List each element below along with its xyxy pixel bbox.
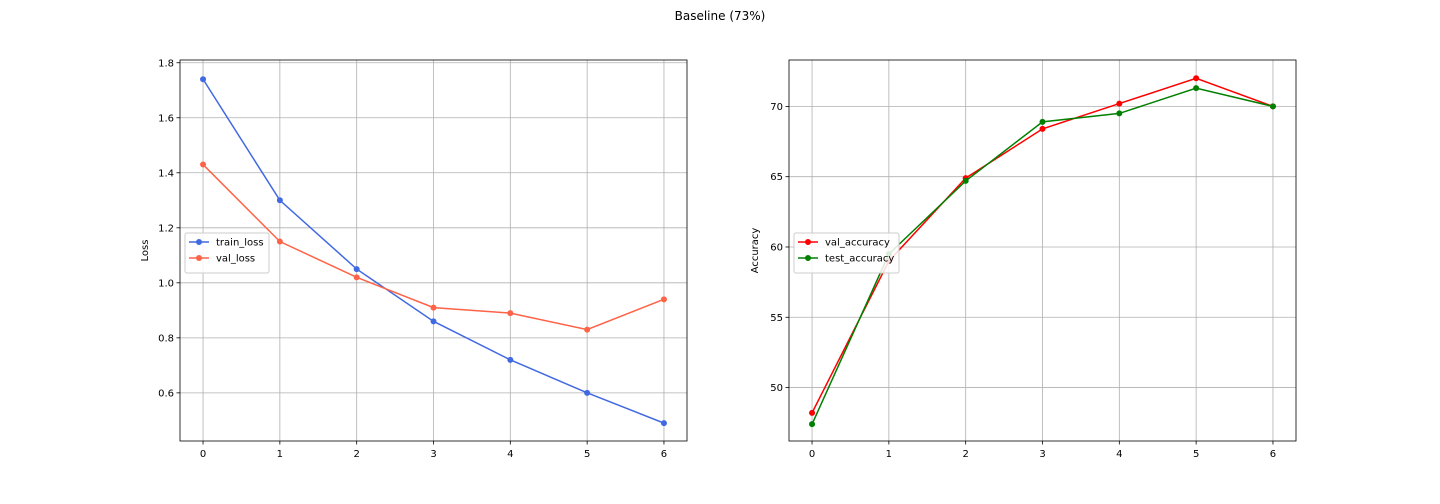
data-point-test_accuracy bbox=[962, 177, 969, 184]
legend-marker-val_accuracy bbox=[805, 239, 811, 245]
y-tick-label: 1.2 bbox=[158, 223, 174, 234]
y-tick-label: 65 bbox=[770, 172, 783, 183]
x-tick-label: 2 bbox=[962, 449, 968, 460]
y-tick-label: 0.8 bbox=[158, 333, 174, 344]
data-point-test_accuracy bbox=[1039, 118, 1046, 125]
legend-label-test_accuracy: test_accuracy bbox=[825, 254, 894, 265]
data-point-test_accuracy bbox=[809, 421, 816, 428]
y-tick-label: 1.6 bbox=[158, 113, 174, 124]
data-point-val_accuracy bbox=[1116, 100, 1123, 107]
data-point-val_loss bbox=[584, 326, 591, 333]
x-tick-label: 3 bbox=[1039, 449, 1045, 460]
plot-frame bbox=[179, 59, 688, 442]
y-tick-label: 55 bbox=[770, 313, 783, 324]
y-tick-label: 1.4 bbox=[158, 168, 174, 179]
data-point-val_loss bbox=[430, 304, 437, 311]
legend-label-val_accuracy: val_accuracy bbox=[825, 238, 890, 249]
x-tick-label: 6 bbox=[1270, 449, 1276, 460]
plot-frame bbox=[788, 59, 1297, 442]
data-point-test_accuracy bbox=[1269, 103, 1276, 110]
legend-label-train_loss: train_loss bbox=[216, 238, 264, 249]
figure-title: Baseline (73%) bbox=[675, 9, 766, 23]
loss-chart: 0 1 2 3 4 5 6 0.6 0.8 1.0 1.2 1.4 1.6 1.8 Loss train_lo… bbox=[140, 58, 688, 460]
x-tick-label: 2 bbox=[353, 449, 359, 460]
x-tick-label: 5 bbox=[584, 449, 590, 460]
x-tick-label: 6 bbox=[661, 449, 667, 460]
y-tick-label: 1.0 bbox=[158, 278, 174, 289]
data-point-test_accuracy bbox=[1193, 85, 1200, 92]
data-point-train_loss bbox=[660, 420, 667, 427]
y-tick-label: 50 bbox=[770, 383, 783, 394]
data-point-val_loss bbox=[660, 296, 667, 303]
data-point-val_accuracy bbox=[1193, 75, 1200, 82]
data-point-train_loss bbox=[200, 76, 207, 83]
data-point-val_loss bbox=[507, 310, 514, 317]
x-tick-label: 1 bbox=[277, 449, 283, 460]
legend-label-val_loss: val_loss bbox=[216, 254, 255, 265]
data-point-train_loss bbox=[584, 389, 591, 396]
x-tick-label: 0 bbox=[809, 449, 815, 460]
x-tick-label: 4 bbox=[1116, 449, 1122, 460]
x-tick-label: 1 bbox=[886, 449, 892, 460]
legend-box bbox=[793, 232, 900, 274]
data-point-val_loss bbox=[276, 238, 283, 245]
x-tick-label: 5 bbox=[1193, 449, 1199, 460]
data-point-train_loss bbox=[430, 318, 437, 325]
y-tick-label: 0.6 bbox=[158, 388, 174, 399]
y-axis-label: Loss bbox=[140, 240, 151, 262]
x-tick-label: 0 bbox=[200, 449, 206, 460]
y-tick-label: 70 bbox=[770, 102, 783, 113]
data-point-val_loss bbox=[200, 161, 207, 168]
accuracy-chart: 0 1 2 3 4 5 6 50 55 60 65 70 Accuracy val_accuracytes… bbox=[750, 59, 1297, 460]
x-tick-label: 4 bbox=[507, 449, 513, 460]
legend-marker-train_loss bbox=[196, 239, 202, 245]
y-tick-label: 1.8 bbox=[158, 58, 174, 69]
data-point-train_loss bbox=[507, 356, 514, 363]
data-point-val_accuracy bbox=[809, 409, 816, 416]
legend-marker-val_loss bbox=[196, 255, 202, 261]
data-point-val_loss bbox=[353, 274, 360, 281]
y-tick-label: 60 bbox=[770, 242, 783, 253]
data-point-train_loss bbox=[276, 197, 283, 204]
data-point-test_accuracy bbox=[1116, 110, 1123, 117]
data-point-val_accuracy bbox=[1039, 125, 1046, 132]
y-axis-label: Accuracy bbox=[750, 228, 761, 274]
data-point-train_loss bbox=[353, 266, 360, 273]
x-tick-label: 3 bbox=[430, 449, 436, 460]
legend-box bbox=[184, 232, 270, 274]
legend-marker-test_accuracy bbox=[805, 255, 811, 261]
